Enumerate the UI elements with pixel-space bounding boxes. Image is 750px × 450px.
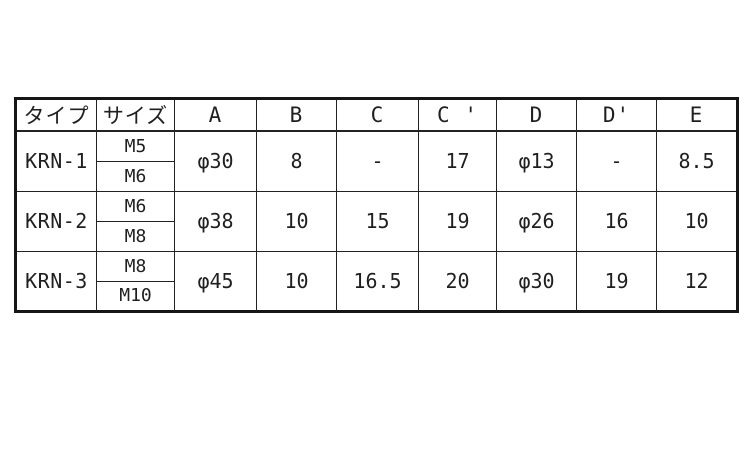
cell-krn3-b: 10	[256, 250, 337, 312]
cell-krn3-c-prime: 20	[418, 250, 497, 312]
row-krn3-m10: M10	[16, 280, 738, 312]
cell-krn2-c: 15	[336, 190, 419, 252]
cell-size-krn1-m5: M5	[96, 130, 175, 162]
col-header-a: A	[174, 98, 257, 132]
col-header-c-prime: C '	[418, 98, 497, 132]
cell-krn1-c: -	[336, 130, 419, 192]
cell-krn1-d: φ13	[496, 130, 577, 192]
cell-krn2-d: φ26	[496, 190, 577, 252]
col-header-d-prime: D'	[576, 98, 657, 132]
cell-krn2-d-prime: 16	[576, 190, 657, 252]
row-krn1-m6: M6	[16, 160, 738, 192]
cell-size-krn3-m8: M8	[96, 250, 175, 282]
cell-size-krn1-m6: M6	[96, 160, 175, 192]
cell-krn3-a: φ45	[174, 250, 257, 312]
cell-krn2-c-prime: 19	[418, 190, 497, 252]
col-header-type: タイプ	[15, 98, 97, 132]
cell-krn1-d-prime: -	[576, 130, 657, 192]
row-krn1-m5: KRN-1 M5 φ30 8 - 17 φ13 - 8.5	[15, 130, 738, 192]
cell-krn2-a: φ38	[174, 190, 257, 252]
cell-type-krn2: KRN-2	[15, 190, 97, 252]
cell-krn3-c: 16.5	[336, 250, 419, 312]
cell-krn3-d-prime: 19	[576, 250, 657, 312]
cell-size-krn3-m10: M10	[96, 280, 175, 312]
row-krn2-m6: KRN-2 M6 φ38 10 15 19 φ26 16 10	[15, 190, 738, 252]
row-krn3-m8: KRN-3 M8 φ45 10 16.5 20 φ30 19 12	[15, 250, 738, 312]
col-header-d: D	[496, 98, 577, 132]
cell-krn1-e: 8.5	[656, 130, 738, 192]
cell-krn3-e: 12	[656, 250, 738, 312]
cell-krn2-b: 10	[256, 190, 337, 252]
cell-krn3-d: φ30	[496, 250, 577, 312]
header-row: タイプ サイズ A B C C ' D D' E	[15, 98, 738, 132]
row-krn2-m8: M8	[16, 220, 738, 252]
cell-type-krn1: KRN-1	[15, 130, 97, 192]
cell-krn1-c-prime: 17	[418, 130, 497, 192]
cell-krn1-b: 8	[256, 130, 337, 192]
col-header-size: サイズ	[96, 98, 175, 132]
cell-size-krn2-m6: M6	[96, 190, 175, 222]
cell-size-krn2-m8: M8	[96, 220, 175, 252]
spec-table-wrapper: タイプ サイズ A B C C ' D D' E KRN-1 M5 φ30 8 …	[14, 97, 739, 313]
col-header-b: B	[256, 98, 337, 132]
cell-krn1-a: φ30	[174, 130, 257, 192]
cell-krn2-e: 10	[656, 190, 738, 252]
col-header-e: E	[656, 98, 738, 132]
col-header-c: C	[336, 98, 419, 132]
spec-table: タイプ サイズ A B C C ' D D' E KRN-1 M5 φ30 8 …	[14, 97, 739, 313]
cell-type-krn3: KRN-3	[15, 250, 97, 312]
